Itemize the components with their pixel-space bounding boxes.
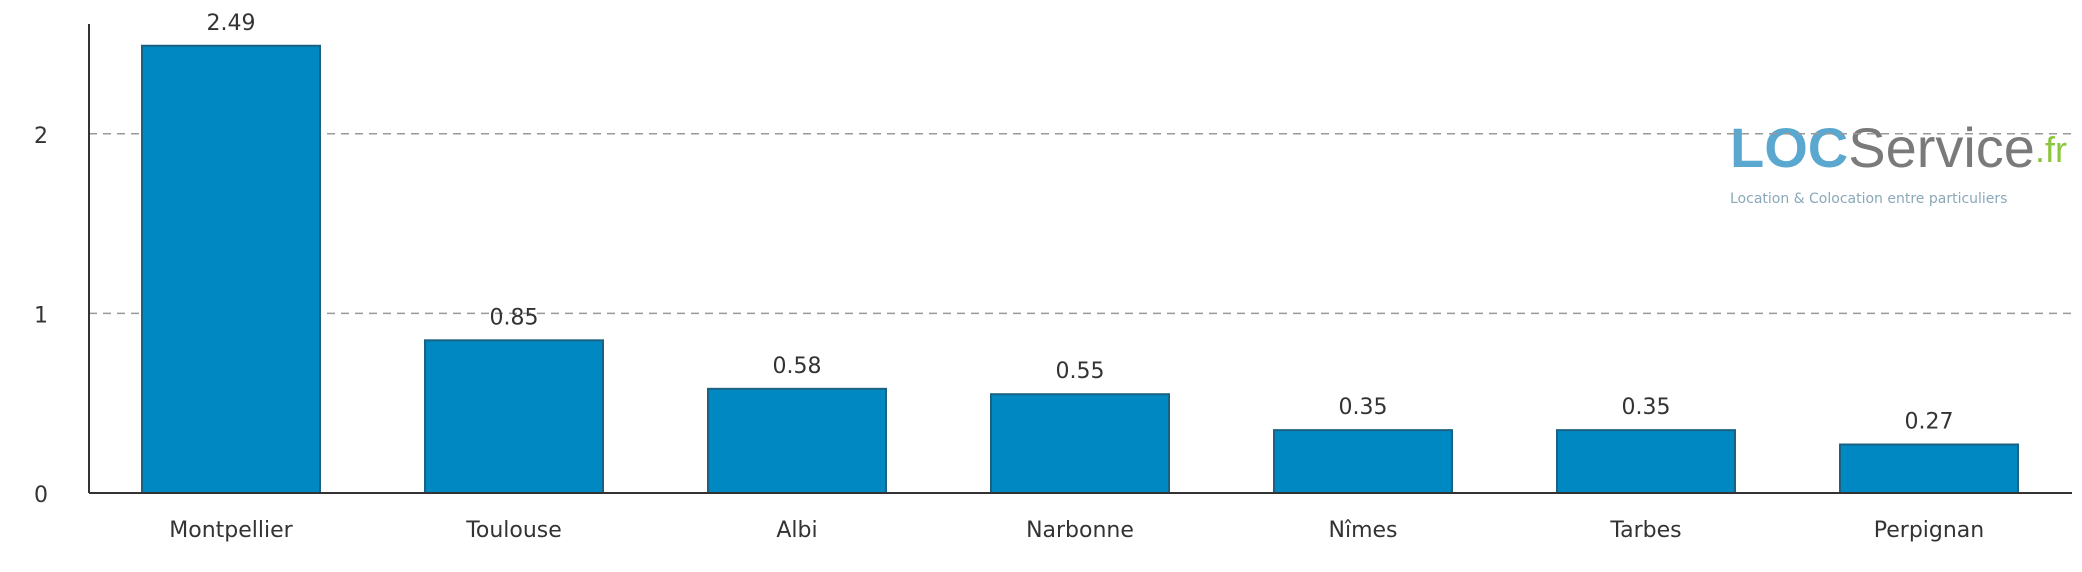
bar [990, 393, 1170, 495]
value-label: 2.49 [207, 11, 256, 36]
bar [1556, 429, 1736, 494]
bar [141, 44, 321, 494]
logo-part: .fr [2035, 129, 2067, 170]
bar [1839, 443, 2019, 494]
bar [1273, 429, 1453, 494]
bar [424, 339, 604, 495]
logo-part: LOC [1730, 116, 1848, 179]
logo-text: LOCService.fr [1730, 116, 2067, 179]
x-tick-label: Nîmes [1329, 518, 1398, 543]
x-tick-label: Tarbes [1609, 518, 1681, 543]
logo-part: Service [1848, 116, 2035, 179]
x-tick-label: Montpellier [169, 518, 293, 543]
x-tick-label: Toulouse [465, 518, 562, 543]
y-tick-label: 0 [34, 483, 48, 508]
x-tick-label: Albi [776, 518, 817, 543]
value-label: 0.58 [773, 354, 822, 379]
x-tick-label: Perpignan [1874, 518, 1984, 543]
value-label: 0.55 [1056, 359, 1105, 384]
value-label: 0.35 [1339, 395, 1388, 420]
x-tick-label: Narbonne [1026, 518, 1134, 543]
value-label: 0.27 [1905, 410, 1954, 435]
logo: LOCService.fr Location & Colocation entr… [1730, 116, 2067, 207]
logo-tagline: Location & Colocation entre particuliers [1730, 191, 2007, 207]
value-label: 0.85 [490, 305, 539, 330]
value-label: 0.35 [1622, 395, 1671, 420]
y-tick-label: 2 [34, 124, 48, 149]
y-tick-label: 1 [34, 303, 48, 328]
bar [707, 387, 887, 495]
